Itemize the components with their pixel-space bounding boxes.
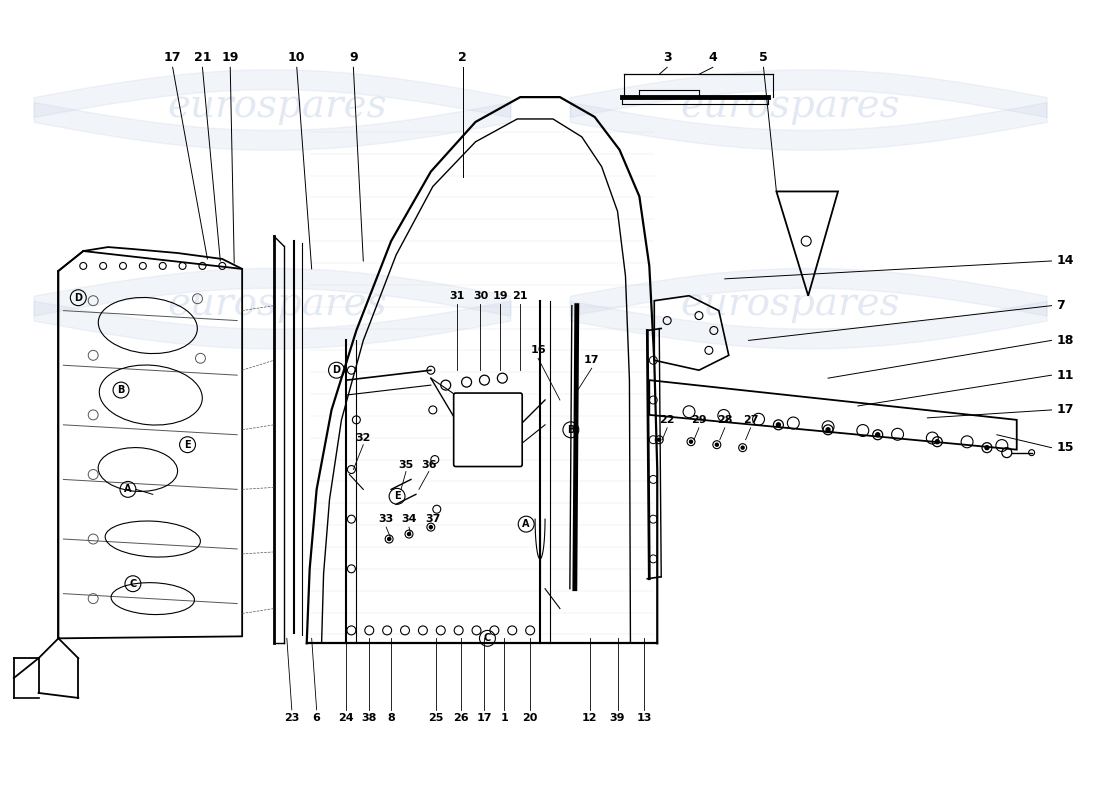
Text: 11: 11 [1056, 369, 1074, 382]
Text: eurospares: eurospares [681, 87, 900, 125]
Text: 15: 15 [1056, 441, 1074, 454]
Text: B: B [118, 385, 124, 395]
Text: eurospares: eurospares [167, 87, 387, 125]
Text: 35: 35 [398, 459, 414, 470]
Text: 14: 14 [1056, 254, 1074, 267]
Text: 30: 30 [473, 290, 488, 301]
Text: 13: 13 [637, 713, 652, 722]
Text: 32: 32 [355, 433, 371, 442]
Circle shape [407, 533, 410, 535]
Text: A: A [124, 484, 132, 494]
Text: 19: 19 [493, 290, 508, 301]
Text: eurospares: eurospares [681, 286, 900, 323]
Text: 1: 1 [500, 713, 508, 722]
Text: 2: 2 [459, 51, 468, 64]
Text: 16: 16 [530, 346, 546, 355]
Circle shape [826, 428, 830, 432]
Circle shape [658, 438, 661, 442]
Circle shape [876, 433, 880, 437]
Text: 8: 8 [387, 713, 395, 722]
Circle shape [387, 538, 390, 541]
Circle shape [741, 446, 744, 449]
FancyBboxPatch shape [453, 393, 522, 466]
Text: A: A [522, 519, 530, 529]
Text: 19: 19 [221, 51, 239, 64]
Circle shape [935, 440, 939, 444]
Circle shape [777, 423, 780, 427]
Text: 17: 17 [164, 51, 182, 64]
Text: 26: 26 [453, 713, 469, 722]
Text: 7: 7 [1056, 299, 1065, 312]
Circle shape [690, 440, 693, 443]
Text: 20: 20 [522, 713, 538, 722]
Text: 21: 21 [513, 290, 528, 301]
Text: 5: 5 [759, 51, 768, 64]
Text: D: D [332, 366, 341, 375]
Text: C: C [484, 634, 491, 643]
Text: 18: 18 [1056, 334, 1074, 347]
Text: 39: 39 [609, 713, 625, 722]
Text: 6: 6 [312, 713, 320, 722]
Text: 17: 17 [584, 355, 600, 366]
Text: 34: 34 [402, 514, 417, 524]
Text: 37: 37 [425, 514, 440, 524]
Text: 38: 38 [362, 713, 377, 722]
Text: E: E [184, 440, 190, 450]
Text: 29: 29 [691, 415, 707, 425]
Text: 27: 27 [742, 415, 758, 425]
Text: 10: 10 [288, 51, 306, 64]
Text: 22: 22 [659, 415, 675, 425]
Text: 4: 4 [708, 51, 717, 64]
Text: 17: 17 [1056, 403, 1074, 417]
Text: eurospares: eurospares [167, 286, 387, 323]
Text: 24: 24 [339, 713, 354, 722]
Text: 36: 36 [421, 459, 437, 470]
Text: E: E [394, 491, 400, 502]
Text: 21: 21 [194, 51, 211, 64]
Text: 12: 12 [582, 713, 597, 722]
Text: 9: 9 [349, 51, 358, 64]
Text: 31: 31 [449, 290, 464, 301]
Text: C: C [130, 578, 136, 589]
Text: 25: 25 [428, 713, 443, 722]
Text: B: B [568, 425, 574, 434]
Circle shape [715, 443, 718, 446]
Circle shape [429, 526, 432, 529]
Text: 23: 23 [284, 713, 299, 722]
Text: D: D [75, 293, 82, 302]
Circle shape [984, 446, 989, 450]
Text: 28: 28 [717, 415, 733, 425]
Text: 33: 33 [378, 514, 394, 524]
Text: 3: 3 [663, 51, 671, 64]
Text: 17: 17 [476, 713, 492, 722]
